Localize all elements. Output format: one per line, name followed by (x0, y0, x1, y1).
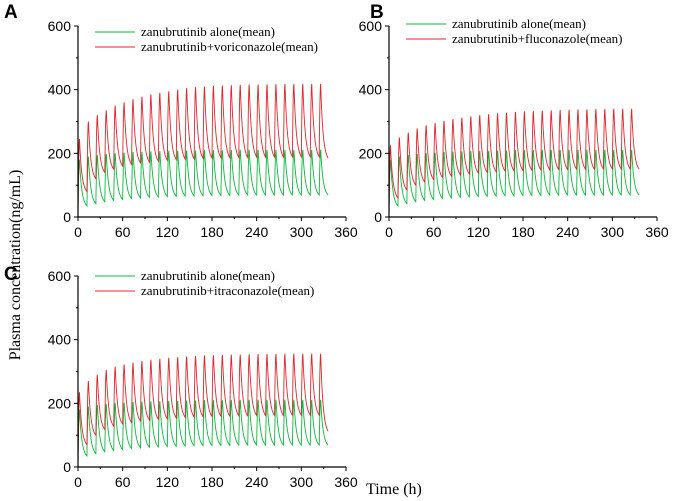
series-line-b-alone (388, 149, 640, 218)
y-tick-label-a-200: 200 (48, 145, 72, 161)
y-tick-label-a-0: 0 (63, 209, 71, 225)
y-tick-label-a-600: 600 (48, 18, 72, 34)
x-tick-label-c-180: 180 (200, 474, 224, 490)
x-tick-label-a-60: 60 (115, 224, 131, 240)
x-tick-label-a-180: 180 (200, 224, 224, 240)
y-tick-label-c-400: 400 (48, 332, 72, 348)
x-tick-label-b-240: 240 (556, 224, 580, 240)
y-tick-label-c-600: 600 (48, 268, 72, 284)
series-line-a-combo (77, 83, 329, 218)
x-axis-title: Time (h) (366, 481, 422, 498)
y-tick-label-a-400: 400 (48, 82, 72, 98)
panel-label-b: B (370, 2, 384, 23)
series-line-b-combo (388, 108, 640, 218)
y-tick-label-b-400: 400 (359, 82, 383, 98)
y-tick-label-c-0: 0 (63, 459, 71, 475)
x-tick-label-b-360: 360 (645, 224, 669, 240)
y-tick-label-b-600: 600 (359, 18, 383, 34)
x-tick-label-c-300: 300 (290, 474, 314, 490)
x-tick-label-b-0: 0 (385, 224, 393, 240)
panel-c: C 0 200 400 600 0 60 120 180 240 300 360 zanubrutini… (4, 264, 358, 490)
x-tick-label-a-240: 240 (245, 224, 269, 240)
x-tick-label-c-60: 60 (115, 474, 131, 490)
x-tick-label-c-0: 0 (74, 474, 82, 490)
x-tick-label-b-60: 60 (426, 224, 442, 240)
panel-label-c: C (4, 264, 18, 285)
legend-label-b-combo: zanubrutinib+fluconazole(mean) (452, 31, 622, 46)
x-tick-label-c-240: 240 (245, 474, 269, 490)
panel-a: A 0 200 400 600 0 60 120 180 240 300 360 zanubrutini… (4, 2, 358, 240)
panel-b: B 0 200 400 600 0 60 120 180 240 300 360 zanubrutini… (359, 2, 669, 240)
x-tick-label-a-120: 120 (156, 224, 180, 240)
x-tick-label-a-0: 0 (74, 224, 82, 240)
legend-label-a-alone: zanubrutinib alone(mean) (141, 24, 275, 39)
x-tick-label-c-120: 120 (156, 474, 180, 490)
y-tick-label-b-0: 0 (374, 209, 382, 225)
legend-label-b-alone: zanubrutinib alone(mean) (452, 16, 586, 31)
y-tick-label-b-200: 200 (359, 145, 383, 161)
legend-label-c-alone: zanubrutinib alone(mean) (141, 268, 275, 283)
legend-label-c-combo: zanubrutinib+itraconazole(mean) (141, 283, 314, 298)
series-line-c-alone (77, 399, 329, 468)
series-line-c-combo (77, 353, 329, 468)
y-axis-title: Plasma concentration(ng/mL) (7, 170, 24, 361)
x-tick-label-b-120: 120 (467, 224, 491, 240)
legend-label-a-combo: zanubrutinib+voriconazole(mean) (141, 39, 318, 54)
panel-label-a: A (4, 2, 18, 23)
x-tick-label-a-360: 360 (334, 224, 358, 240)
x-tick-label-b-300: 300 (601, 224, 625, 240)
x-tick-label-b-180: 180 (511, 224, 535, 240)
x-tick-label-a-300: 300 (290, 224, 314, 240)
x-tick-label-c-360: 360 (334, 474, 358, 490)
series-line-a-alone (77, 149, 329, 218)
y-tick-label-c-200: 200 (48, 395, 72, 411)
